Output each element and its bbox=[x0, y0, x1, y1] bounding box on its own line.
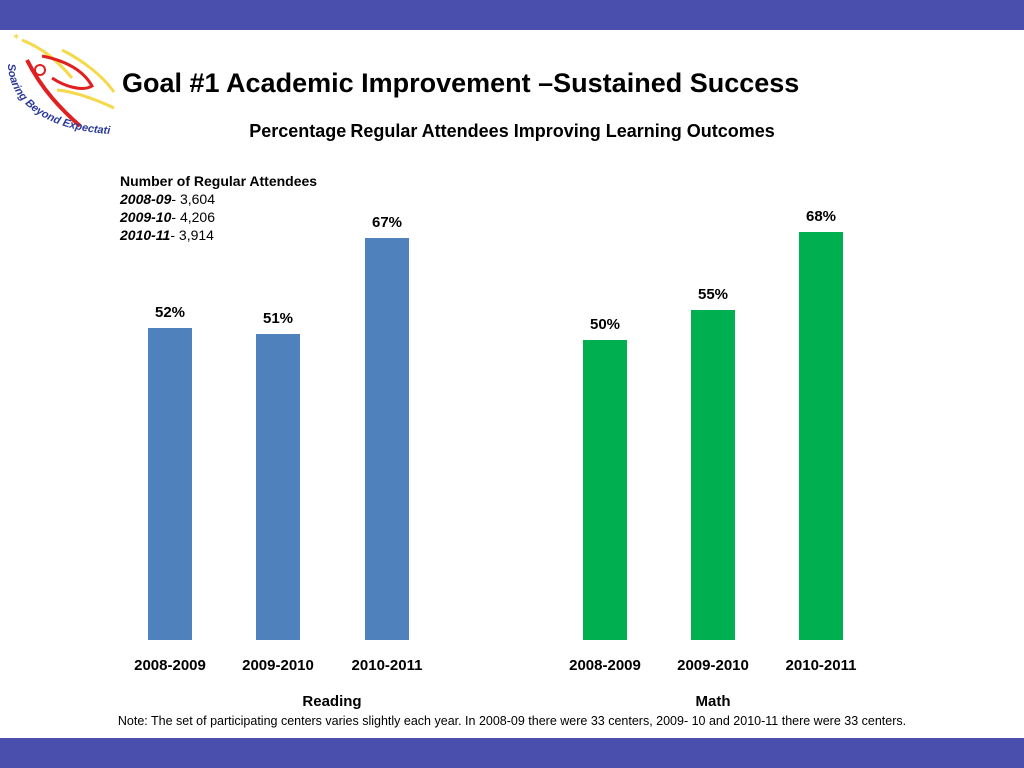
bottom-band bbox=[0, 738, 1024, 768]
attendees-annotation: Number of Regular Attendees 2008-09- 3,6… bbox=[120, 172, 317, 244]
math-bar bbox=[691, 310, 735, 640]
reading-tick-label: 2008-2009 bbox=[134, 657, 206, 674]
math-data-label: 50% bbox=[590, 316, 620, 333]
math-bar bbox=[799, 232, 843, 640]
chart-subtitle: Percentage Regular Attendees Improving Le… bbox=[0, 121, 1024, 142]
reading-bar bbox=[365, 238, 409, 640]
svg-text:✶: ✶ bbox=[12, 32, 20, 43]
reading-bar bbox=[256, 334, 300, 640]
reading-data-label: 67% bbox=[372, 214, 402, 231]
reading-data-label: 51% bbox=[263, 310, 293, 327]
reading-data-label: 52% bbox=[155, 304, 185, 321]
math-data-label: 55% bbox=[698, 286, 728, 303]
logo: ✶ Soaring Beyond Expectations bbox=[2, 30, 116, 137]
math-axis-label: Math bbox=[696, 693, 731, 710]
attendees-row: 2009-10- 4,206 bbox=[120, 209, 215, 225]
math-bar bbox=[583, 340, 627, 640]
attendees-row: 2010-11- 3,914 bbox=[120, 227, 214, 243]
attendees-year: 2008-09 bbox=[120, 191, 172, 207]
subtitle-part2: Regular Attendees Improving Learning Out… bbox=[350, 121, 775, 141]
reading-tick-label: 2010-2011 bbox=[352, 657, 423, 674]
attendees-heading: Number of Regular Attendees bbox=[120, 173, 318, 189]
reading-axis-label: Reading bbox=[302, 693, 361, 710]
math-tick-label: 2009-2010 bbox=[677, 657, 749, 674]
attendees-value: 3,914 bbox=[178, 227, 214, 243]
math-tick-label: 2010-2011 bbox=[786, 657, 857, 674]
attendees-year: 2009-10 bbox=[120, 209, 172, 225]
attendees-value: 4,206 bbox=[179, 209, 215, 225]
subtitle-part1: Percentage bbox=[249, 121, 347, 141]
attendees-row: 2008-09- 3,604 bbox=[120, 191, 215, 207]
page-title: Goal #1 Academic Improvement –Sustained … bbox=[122, 68, 800, 98]
math-tick-label: 2008-2009 bbox=[569, 657, 641, 674]
attendees-year: 2010-11 bbox=[120, 227, 171, 243]
reading-tick-label: 2009-2010 bbox=[242, 657, 314, 674]
math-data-label: 68% bbox=[806, 208, 836, 225]
attendees-value: 3,604 bbox=[179, 191, 215, 207]
footnote: Note: The set of participating centers v… bbox=[117, 714, 907, 728]
reading-bar bbox=[148, 328, 192, 640]
top-band bbox=[0, 0, 1024, 30]
